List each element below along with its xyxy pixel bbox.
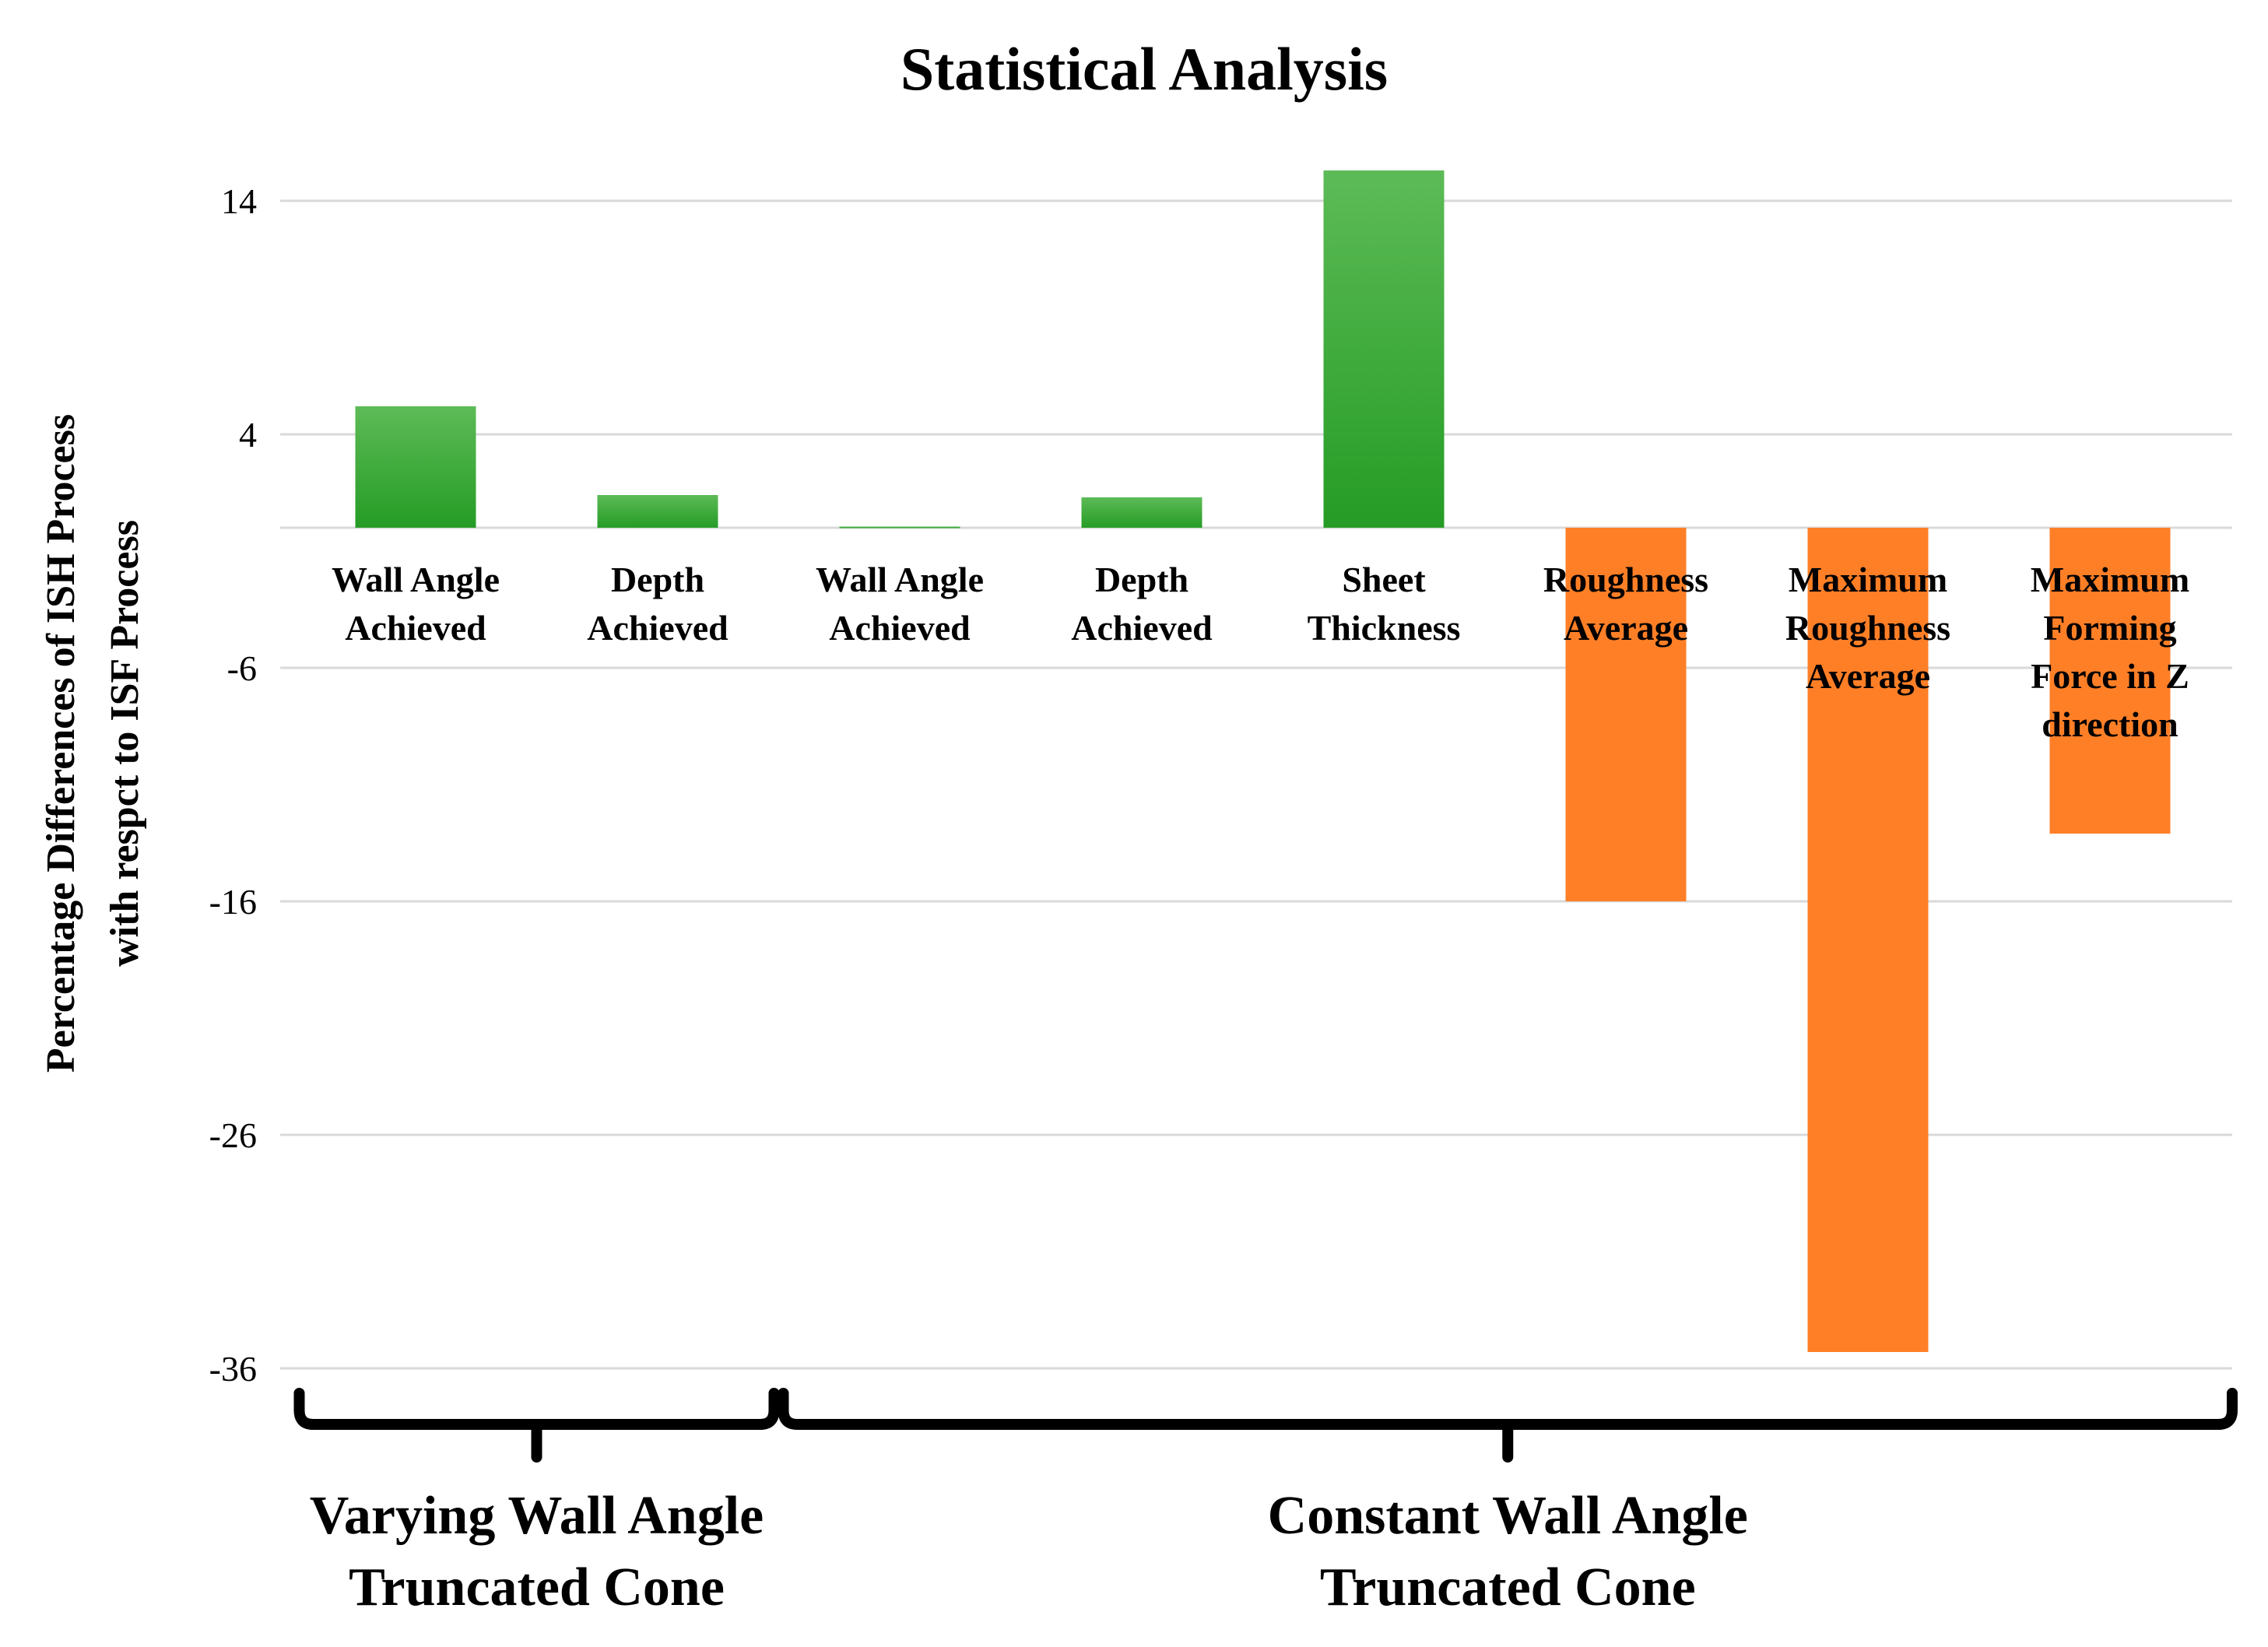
y-axis-label: Percentage Differences of ISH Process wi…	[39, 414, 147, 1073]
y-tick-label: -16	[209, 882, 257, 922]
group-bracket	[293, 1388, 780, 1463]
category-label-line: Maximum	[2031, 560, 2189, 599]
category-label-line: Achieved	[829, 608, 971, 648]
bar-5	[1565, 528, 1687, 901]
group-bracket	[778, 1388, 2238, 1463]
group-label-line: Varying Wall Angle	[310, 1486, 764, 1546]
group-brackets: Varying Wall Angle Truncated ConeConstant…	[293, 1388, 2238, 1617]
y-tick-label: 4	[239, 415, 257, 455]
category-label: Sheet Thickness	[1308, 560, 1461, 648]
category-label-line: Depth	[611, 560, 704, 599]
category-label-line: Thickness	[1308, 608, 1461, 648]
category-label-line: direction	[2042, 704, 2178, 744]
category-label-line: Forming	[2043, 608, 2176, 648]
category-label: Maximum Roughness Average	[1785, 560, 1950, 696]
group-label-line: Constant Wall Angle	[1268, 1486, 1748, 1546]
y-tick-label: 14	[221, 181, 257, 221]
bars	[355, 170, 2171, 1352]
bar-3	[1081, 497, 1202, 528]
category-label: Wall Angle Achieved	[816, 560, 984, 648]
category-label-line: Roughness	[1785, 608, 1950, 648]
category-label-line: Average	[1806, 656, 1930, 696]
category-label-line: Average	[1564, 608, 1688, 648]
category-label-line: Wall Angle	[816, 560, 984, 599]
chart-title: Statistical Analysis	[901, 35, 1388, 103]
group-label: Constant Wall Angle Truncated Cone	[1268, 1486, 1748, 1617]
category-label-line: Achieved	[587, 608, 728, 648]
category-label: Maximum Forming Force in Z direction	[2031, 560, 2189, 744]
y-tick-label: -26	[209, 1115, 257, 1155]
category-label: Roughness Average	[1543, 560, 1708, 648]
gridlines	[280, 199, 2232, 1370]
group-label-line: Truncated Cone	[1320, 1557, 1696, 1617]
y-tick-label: -6	[227, 648, 257, 688]
group-label: Varying Wall Angle Truncated Cone	[310, 1486, 764, 1617]
group-label-line: Truncated Cone	[349, 1557, 725, 1617]
bar-6	[1807, 528, 1929, 1352]
category-label-line: Achieved	[1071, 608, 1213, 648]
category-label-line: Achieved	[345, 608, 486, 648]
bar-7	[2049, 528, 2171, 834]
category-label-line: Roughness	[1543, 560, 1708, 599]
y-tick-label: -36	[209, 1349, 257, 1389]
category-label-line: Wall Angle	[332, 560, 500, 599]
category-label-line: Sheet	[1342, 560, 1426, 599]
category-label-line: Depth	[1095, 560, 1188, 599]
y-axis-label-line-1: Percentage Differences of ISH Process	[39, 414, 83, 1073]
category-label-line: Maximum	[1789, 560, 1947, 599]
category-label: Wall Angle Achieved	[332, 560, 500, 648]
category-label: Depth Achieved	[587, 560, 728, 648]
category-label: Depth Achieved	[1071, 560, 1213, 648]
bar-1	[597, 495, 718, 528]
bar-0	[355, 406, 476, 528]
category-label-line: Force in Z	[2031, 656, 2189, 696]
bar-4	[1323, 170, 1445, 528]
y-axis-label-line-2: with respct to ISF Process	[103, 520, 147, 967]
y-tick-labels: 14 4 -6 -16 -26 -36	[209, 181, 257, 1389]
bar-2	[839, 526, 960, 529]
